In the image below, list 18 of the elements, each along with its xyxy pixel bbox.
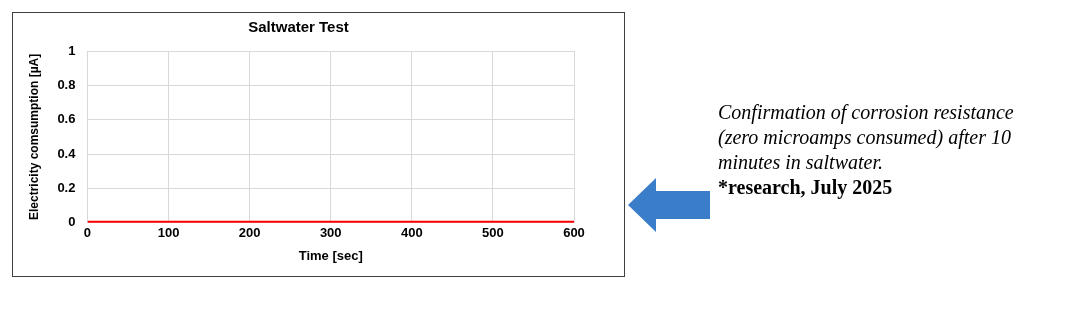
y-tick-label: 0.2 (57, 180, 76, 196)
x-tick-label: 600 (563, 225, 585, 241)
x-tick-label: 100 (157, 225, 180, 241)
x-tick-label: 200 (238, 225, 261, 241)
text: *research, July 2025 (718, 175, 894, 200)
y-axis-title: Electricity comsumption [µA] (26, 53, 41, 221)
x-tick-label: 0 (83, 225, 92, 241)
x-tick-label: 500 (482, 225, 504, 241)
y-tick-label: 0 (68, 214, 76, 230)
text: Confirmation of corrosion resistance (zero microamps consumed) after 10 minutes in saltwater. (718, 100, 1015, 175)
y-tick-label: 0.4 (57, 145, 77, 161)
y-tick-label: 1 (68, 42, 76, 58)
x-tick-label: 300 (319, 225, 342, 241)
x-tick-label: 400 (400, 225, 423, 241)
y-tick-label: 0.6 (57, 111, 76, 127)
x-axis-title: Time [sec] (298, 247, 363, 263)
chart-title: Saltwater Test (248, 18, 349, 36)
y-tick-label: 0.8 (57, 76, 76, 92)
